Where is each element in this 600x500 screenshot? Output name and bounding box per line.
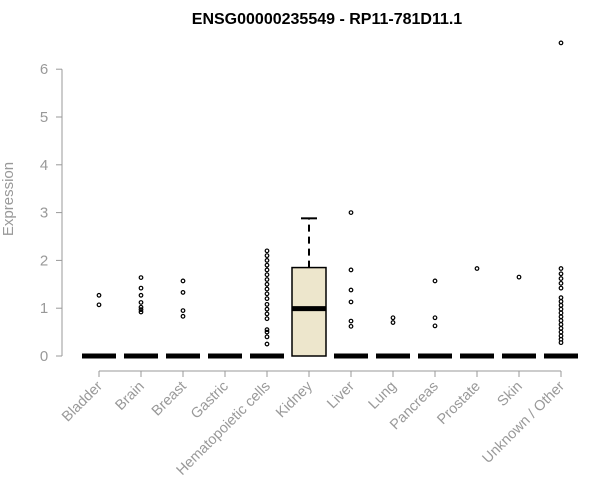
- outlier-point: [558, 285, 564, 291]
- outlier-point: [138, 307, 144, 313]
- outlier-point: [558, 271, 564, 277]
- outlier-point: [558, 40, 564, 46]
- box-bladder: [82, 292, 116, 359]
- outlier-point: [264, 341, 270, 347]
- x-tick-label: Brain: [113, 379, 148, 414]
- y-tick-label: 6: [40, 61, 48, 78]
- box-unknown-other: [544, 40, 578, 359]
- x-tick-label: Bladder: [59, 378, 106, 425]
- outlier-point: [558, 295, 564, 301]
- outlier-point: [138, 292, 144, 298]
- outlier-point: [558, 329, 564, 335]
- outlier-point: [264, 334, 270, 340]
- outlier-point: [558, 276, 564, 281]
- outlier-point: [264, 291, 270, 297]
- y-tick-label: 1: [40, 300, 48, 317]
- outlier-point: [264, 316, 270, 322]
- outlier-point: [264, 329, 270, 335]
- x-tick-label: Lung: [366, 379, 400, 413]
- box-liver: [334, 210, 368, 359]
- outlier-point: [558, 280, 564, 286]
- outlier-point: [96, 302, 102, 308]
- outlier-point: [516, 274, 522, 280]
- box-kidney: [291, 217, 327, 357]
- outlier-point: [264, 306, 270, 312]
- outlier-point: [474, 266, 480, 271]
- y-tick-label: 0: [40, 348, 48, 365]
- box-prostate: [460, 266, 494, 359]
- box-breast: [166, 278, 200, 359]
- outlier-point: [558, 318, 564, 324]
- outlier-point: [264, 272, 270, 278]
- outlier-point: [264, 286, 270, 292]
- outlier-point: [390, 315, 396, 321]
- outlier-point: [558, 333, 564, 339]
- box-skin: [502, 274, 536, 359]
- y-tick-label: 4: [40, 157, 48, 174]
- outlier-point: [558, 306, 564, 312]
- outlier-point: [558, 322, 564, 327]
- outlier-point: [558, 266, 564, 271]
- y-tick-label: 5: [40, 109, 48, 126]
- outlier-point: [432, 278, 438, 284]
- outlier-point: [348, 323, 354, 329]
- outlier-point: [390, 320, 396, 325]
- outlier-point: [348, 318, 354, 324]
- outlier-point: [348, 299, 354, 305]
- outlier-point: [558, 310, 564, 316]
- y-tick-label: 2: [40, 252, 48, 269]
- y-axis-label: Expression: [0, 162, 17, 236]
- box-pancreas: [418, 278, 452, 359]
- outlier-point: [558, 299, 564, 304]
- outlier-point: [138, 275, 144, 281]
- box-brain: [124, 275, 158, 359]
- outlier-point: [264, 281, 270, 287]
- outlier-point: [558, 302, 564, 308]
- outlier-point: [432, 323, 438, 329]
- outlier-point: [558, 314, 564, 320]
- x-tick-label: Liver: [324, 378, 358, 412]
- x-tick-label: Prostate: [434, 379, 483, 428]
- box-hematopoietic-cells: [250, 248, 284, 359]
- outlier-point: [264, 267, 270, 273]
- outlier-point: [264, 253, 270, 259]
- outlier-point: [180, 290, 186, 295]
- x-tick-label: Breast: [149, 379, 190, 420]
- x-tick-label: Skin: [495, 379, 526, 410]
- outlier-point: [348, 210, 354, 216]
- outlier-point: [264, 296, 270, 302]
- outlier-point: [264, 327, 270, 333]
- outlier-point: [432, 315, 438, 321]
- outlier-point: [264, 262, 270, 268]
- outlier-point: [138, 309, 144, 315]
- outlier-point: [96, 292, 102, 298]
- outlier-point: [180, 278, 186, 284]
- outlier-point: [264, 248, 270, 254]
- outlier-point: [138, 285, 144, 291]
- y-axis: 0 1 2 3 4 5 6: [40, 61, 63, 365]
- outlier-point: [264, 301, 270, 307]
- outlier-point: [348, 267, 354, 273]
- outlier-point: [180, 308, 186, 313]
- box-lung: [376, 315, 410, 359]
- outlier-point: [348, 287, 354, 293]
- box-body: [291, 266, 327, 357]
- y-tick-label: 3: [40, 205, 48, 222]
- chart-title: ENSG00000235549 - RP11-781D11.1: [192, 11, 463, 28]
- outlier-point: [264, 258, 270, 263]
- x-tick-label: Kidney: [273, 378, 316, 421]
- outlier-point: [138, 304, 144, 310]
- outlier-point: [264, 277, 270, 282]
- plot-area: [82, 40, 578, 359]
- outlier-point: [180, 313, 186, 319]
- outlier-point: [138, 300, 144, 305]
- outlier-point: [558, 325, 564, 331]
- outlier-point: [264, 311, 270, 317]
